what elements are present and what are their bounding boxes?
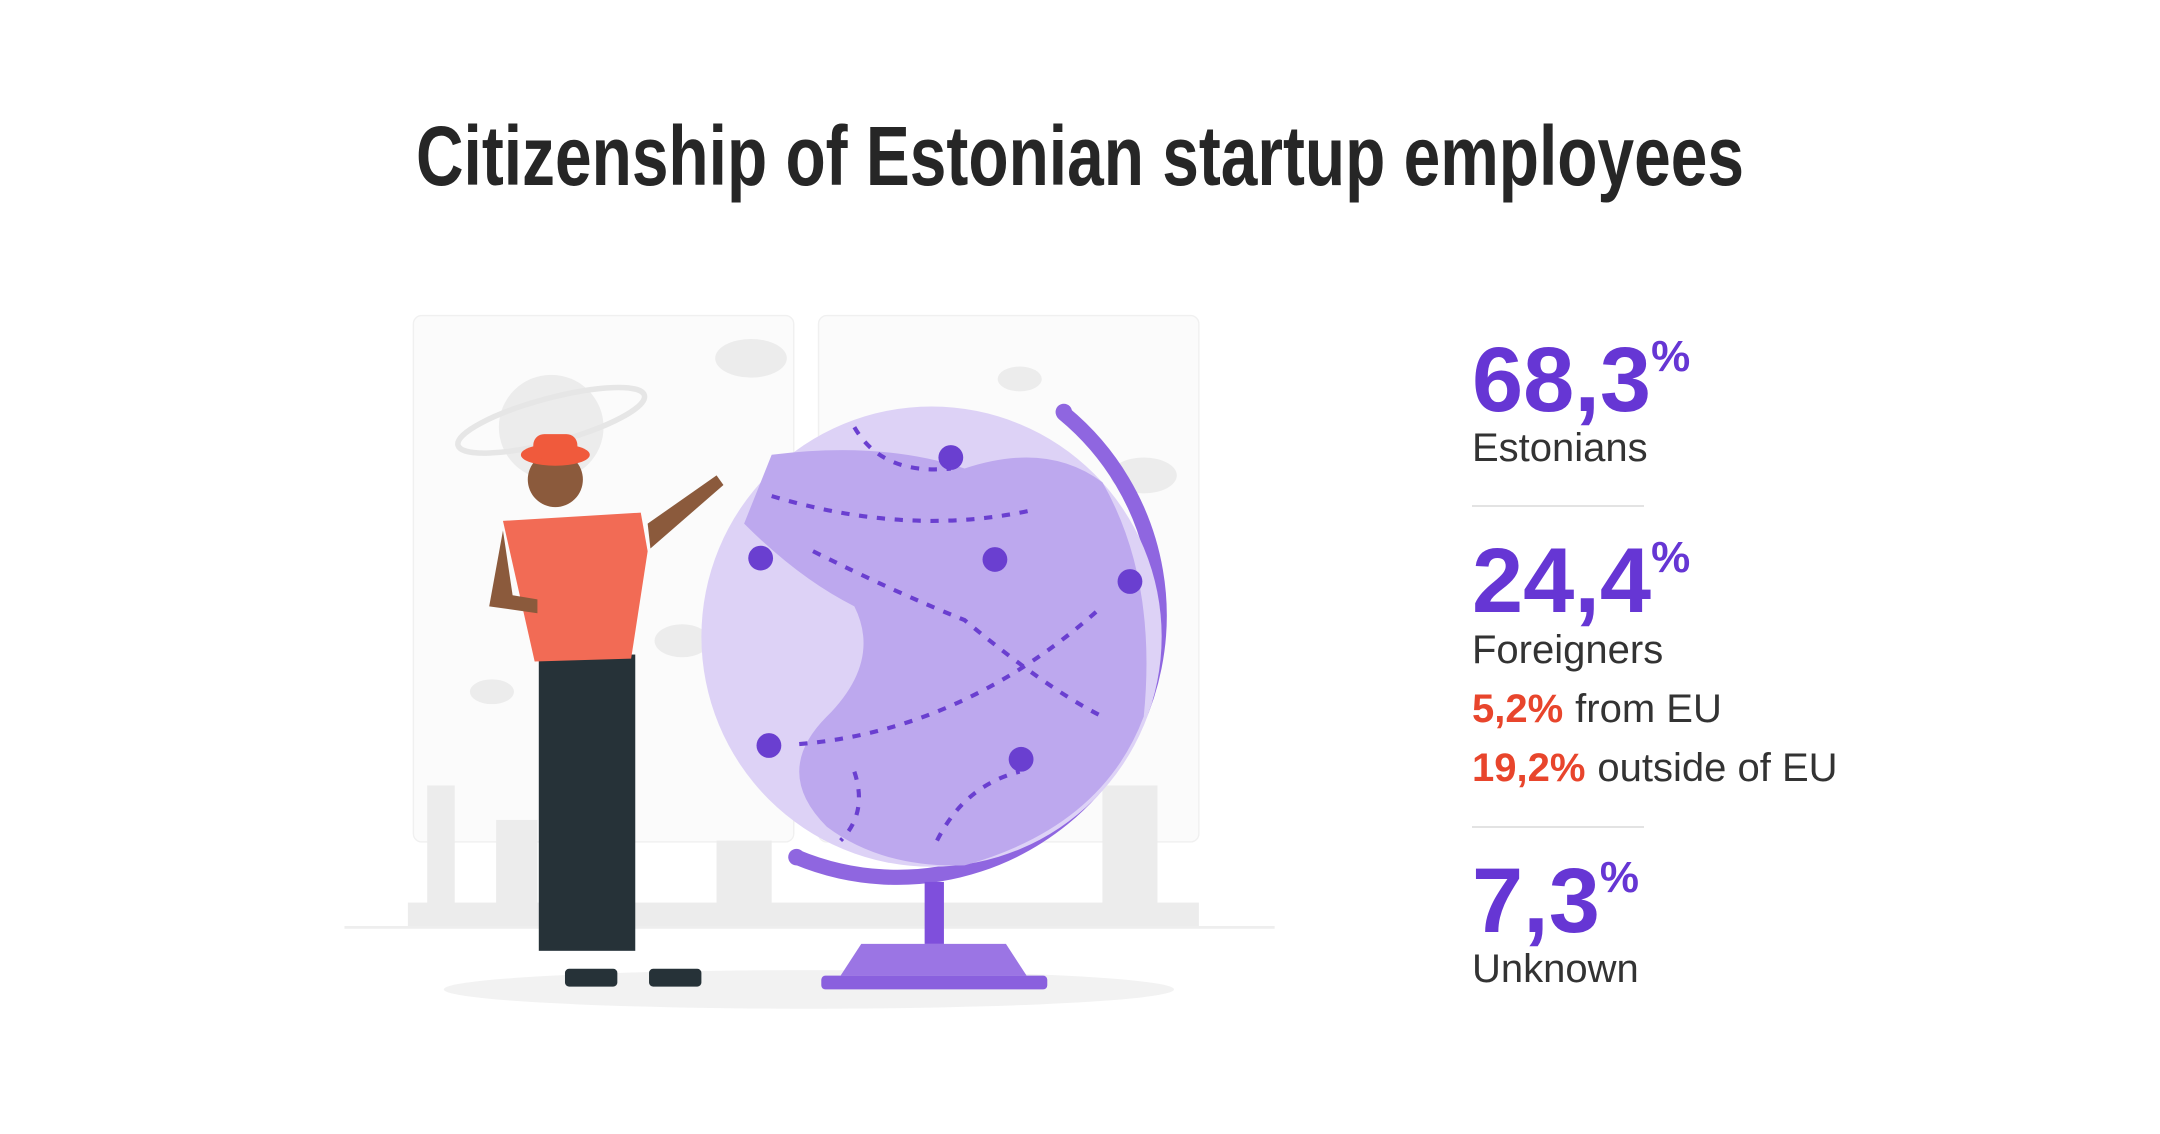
illustration (344, 314, 1275, 1009)
title: Citizenship of Estonian startup employee… (416, 109, 1744, 203)
stat-value: 68,3% (1472, 329, 1690, 431)
value: 68,3 (1472, 329, 1651, 431)
breakdown-value: 19,2% (1472, 746, 1585, 790)
stat-label: Foreigners (1472, 628, 1663, 672)
breakdown-label: from EU (1575, 687, 1722, 731)
unit: % (1600, 853, 1639, 902)
unit: % (1651, 533, 1690, 582)
value: 24,4 (1472, 530, 1651, 632)
breakdown-label: outside of EU (1597, 746, 1837, 790)
breakdown: 5,2% from EU (1472, 687, 1722, 731)
stat-label: Estonians (1472, 426, 1648, 470)
stat-label: Unknown (1472, 947, 1639, 991)
breakdown-value: 5,2% (1472, 687, 1563, 731)
stat-value: 7,3% (1472, 850, 1639, 952)
value: 7,3 (1472, 850, 1600, 952)
unit: % (1651, 332, 1690, 381)
breakdown: 19,2% outside of EU (1472, 746, 1838, 790)
stat-value: 24,4% (1472, 530, 1690, 632)
